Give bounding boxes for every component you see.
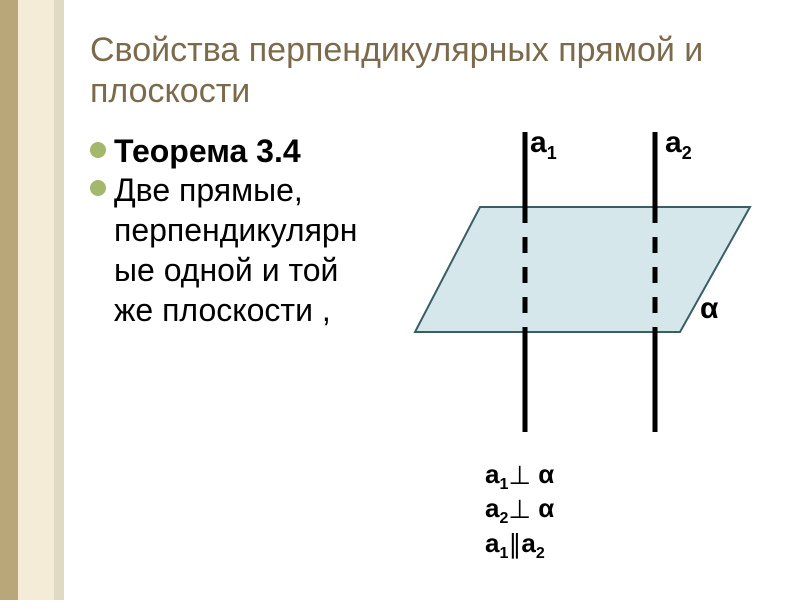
- body-row: Теорема 3.4 Две прямые, перпендикулярные…: [90, 132, 780, 612]
- formula-2: a2⊥ α: [485, 494, 554, 529]
- diagram-column: а1 а2 α a1⊥ α a2⊥ α a1∥a2: [380, 132, 760, 612]
- text-column: Теорема 3.4 Две прямые, перпендикулярные…: [90, 132, 380, 612]
- formulas: a1⊥ α a2⊥ α a1∥a2: [485, 460, 554, 564]
- slide-content: Свойства перпендикулярных прямой и плоск…: [90, 30, 780, 612]
- label-a2: а2: [665, 126, 692, 164]
- decorative-left-border: [0, 0, 70, 600]
- left-border-svg: [0, 0, 70, 600]
- bullet-icon: [90, 180, 106, 196]
- slide-title: Свойства перпендикулярных прямой и плоск…: [90, 30, 780, 112]
- formula-1: a1⊥ α: [485, 460, 554, 495]
- label-alpha: α: [700, 292, 718, 326]
- theorem-label: Теорема 3.4: [114, 132, 301, 170]
- formula-3: a1∥a2: [485, 529, 554, 564]
- bullet-theorem-text: Две прямые, перпендикулярные одной и той…: [90, 170, 370, 330]
- bullet-theorem-label: Теорема 3.4: [90, 132, 370, 170]
- theorem-text: Две прямые, перпендикулярные одной и той…: [114, 170, 370, 330]
- label-a1: а1: [530, 126, 557, 164]
- bullet-icon: [90, 142, 106, 158]
